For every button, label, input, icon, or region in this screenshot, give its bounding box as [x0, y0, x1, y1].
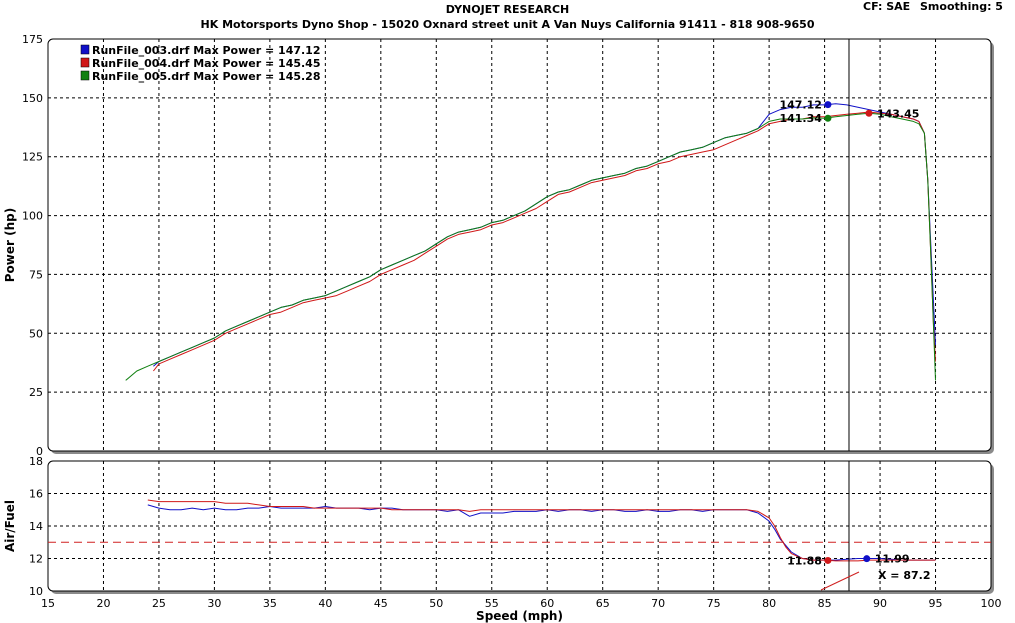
- afr-xtick-label: 40: [318, 597, 332, 610]
- afr-xtick-label: 85: [818, 597, 832, 610]
- afr-xtick-label: 35: [263, 597, 277, 610]
- afr-xlabel: Speed (mph): [476, 609, 563, 623]
- power-ytick-label: 25: [29, 386, 43, 399]
- afr-xtick-label: 60: [540, 597, 554, 610]
- power-ytick-label: 100: [22, 210, 43, 223]
- afr-xtick-label: 75: [707, 597, 721, 610]
- legend-swatch: [80, 44, 90, 55]
- legend-swatch: [80, 57, 90, 68]
- afr-xtick-label: 70: [651, 597, 665, 610]
- afr-xtick-label: 20: [96, 597, 110, 610]
- legend-swatch: [80, 70, 90, 81]
- power-frame: [47, 38, 992, 452]
- afr-xtick-label: 30: [207, 597, 221, 610]
- afr-xtick-label: 15: [41, 597, 55, 610]
- afr-xtick-label: 45: [374, 597, 388, 610]
- power-marker-label: 147.12: [779, 99, 821, 112]
- afr-marker: [824, 556, 832, 564]
- power-series-runfile-004-drf: [153, 111, 936, 372]
- afr-ylabel: Air/Fuel: [3, 500, 17, 552]
- power-ytick-label: 125: [22, 151, 43, 164]
- power-panel: 0 25 50 75 100 125 150 175 Power (hp) 147.12141.3…: [3, 33, 994, 458]
- afr-xtick-label: 50: [429, 597, 443, 610]
- afr-xtick-label: 80: [762, 597, 776, 610]
- afr-xtick-label: 90: [873, 597, 887, 610]
- power-ytick-label: 175: [22, 33, 43, 46]
- afr-series-runfile-004-drf: [147, 499, 936, 562]
- afr-ytick-label: 16: [29, 488, 43, 501]
- cf-label: CF: SAE: [863, 0, 911, 13]
- legend-entry: RunFile_005.drf Max Power = 145.28: [92, 70, 321, 83]
- power-ytick-label: 150: [22, 92, 43, 105]
- afr-xtick-label: 95: [929, 597, 943, 610]
- cursor-readout: X = 87.2: [878, 569, 931, 582]
- cursor-readout-pointer: [820, 571, 860, 591]
- smoothing-label: Smoothing: 5: [920, 0, 1003, 13]
- legend-entry: RunFile_004.drf Max Power = 145.45: [92, 57, 321, 70]
- power-ytick-label: 0: [36, 445, 43, 458]
- afr-marker: [863, 555, 871, 563]
- power-ylabel: Power (hp): [3, 208, 17, 282]
- power-marker-label: 141.34: [779, 112, 822, 125]
- afr-marker-label: 11.99: [875, 553, 910, 566]
- afr-xtick-label: 55: [485, 597, 499, 610]
- afr-xtick-label: 25: [152, 597, 166, 610]
- power-series-runfile-005-drf: [125, 112, 936, 381]
- power-marker-label: 143.45: [877, 107, 919, 120]
- afr-ytick-label: 12: [29, 553, 43, 566]
- afr-frame: [47, 460, 992, 592]
- cursor-layer: X = 87.2: [820, 39, 931, 591]
- power-ytick-label: 75: [29, 268, 43, 281]
- afr-ytick-label: 14: [29, 520, 43, 533]
- shop-info: HK Motorsports Dyno Shop - 15020 Oxnard …: [200, 18, 815, 31]
- legend-entry: RunFile_003.drf Max Power = 147.12: [92, 44, 321, 57]
- afr-xtick-label: 65: [596, 597, 610, 610]
- afr-ytick-label: 10: [29, 585, 43, 598]
- power-marker: [824, 114, 832, 122]
- air-fuel-panel: 10 12 14 16 18 15 20 25 30 35 40 45 50 55 60 65 70 75 80 85…: [3, 455, 1002, 623]
- power-marker: [824, 101, 832, 109]
- afr-xtick-label: 100: [981, 597, 1002, 610]
- afr-marker-label: 11.88: [787, 554, 822, 567]
- power-marker: [865, 109, 873, 117]
- power-ytick-label: 50: [29, 327, 43, 340]
- afr-ytick-label: 18: [29, 455, 43, 468]
- company-title: DYNOJET RESEARCH: [445, 3, 570, 16]
